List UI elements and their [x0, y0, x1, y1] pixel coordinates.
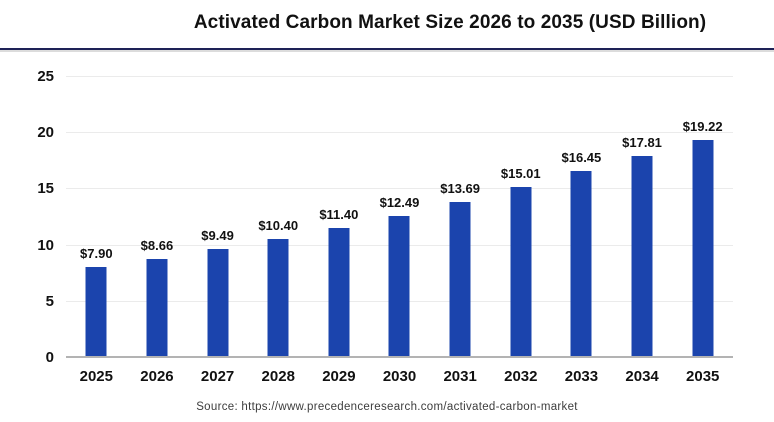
plot-area: $7.90 $8.66 $9.49 $10.40 $11.40 $12.49 $13.69 $…: [66, 66, 733, 358]
bar-column: $11.40: [309, 66, 370, 358]
x-tick-label: 2033: [564, 368, 599, 385]
bar-column: $16.45: [551, 66, 612, 358]
bar-column: $19.22: [672, 66, 733, 358]
bar: [146, 258, 168, 356]
bar-value-label: $8.66: [140, 237, 174, 253]
bar: [570, 171, 592, 356]
x-axis-baseline: [66, 356, 733, 358]
gridline: [66, 188, 733, 190]
bar-value-label: $11.40: [319, 206, 359, 222]
y-tick-label: 20: [37, 124, 54, 142]
bar-column: $10.40: [248, 66, 309, 358]
y-tick-label: 25: [37, 68, 54, 85]
x-tick-label: 2034: [625, 368, 659, 385]
bar-value-label: $16.45: [561, 150, 602, 166]
bar: [449, 202, 471, 356]
bar: [85, 267, 107, 356]
y-tick-label: 15: [37, 180, 54, 198]
x-tick-label: 2025: [79, 368, 113, 385]
y-tick-label: 10: [37, 236, 54, 254]
bar-column: $12.49: [369, 66, 430, 358]
bar-value-label: $19.22: [682, 118, 723, 134]
bar-value-label: $7.90: [80, 246, 113, 262]
x-tick-label: 2028: [261, 368, 295, 385]
bar-column: $17.81: [612, 66, 673, 358]
x-axis-labels: 2025 2026 2027 2028 2029 2030 2031 2032 2033 2034…: [66, 368, 733, 385]
source-text: Source: https://www.precedenceresearch.c…: [196, 401, 578, 413]
y-tick-label: 0: [45, 349, 54, 366]
bar-column: $9.49: [187, 66, 248, 358]
bar: [388, 215, 410, 356]
x-tick-label: 2029: [322, 368, 356, 385]
title-divider: [0, 48, 774, 50]
bar-column: $15.01: [490, 66, 551, 358]
y-tick-label: 5: [45, 292, 54, 310]
bar: [631, 155, 653, 356]
bar-value-label: $13.69: [440, 181, 480, 197]
x-tick-label: 2032: [504, 368, 538, 385]
bar-column: $7.90: [66, 66, 127, 358]
bar-column: $8.66: [127, 66, 188, 358]
bar: [207, 249, 229, 356]
bar-column: $13.69: [430, 66, 491, 358]
x-tick-label: 2035: [686, 368, 720, 385]
bar: [510, 187, 532, 356]
chart-title: Activated Carbon Market Size 2026 to 203…: [193, 12, 707, 33]
x-tick-label: 2030: [382, 368, 417, 385]
bar-value-label: $12.49: [379, 194, 420, 210]
bar-value-label: $15.01: [500, 166, 541, 182]
bar-value-label: $17.81: [622, 134, 662, 150]
x-tick-label: 2027: [200, 368, 235, 385]
bar: [328, 227, 350, 356]
bar: [267, 239, 289, 356]
bar-value-label: $10.40: [258, 218, 299, 234]
bar: [692, 139, 714, 356]
x-tick-label: 2031: [443, 368, 477, 385]
x-tick-label: 2026: [140, 368, 174, 385]
gridline: [66, 132, 733, 134]
bar-value-label: $9.49: [201, 228, 234, 244]
gridline: [66, 76, 733, 77]
